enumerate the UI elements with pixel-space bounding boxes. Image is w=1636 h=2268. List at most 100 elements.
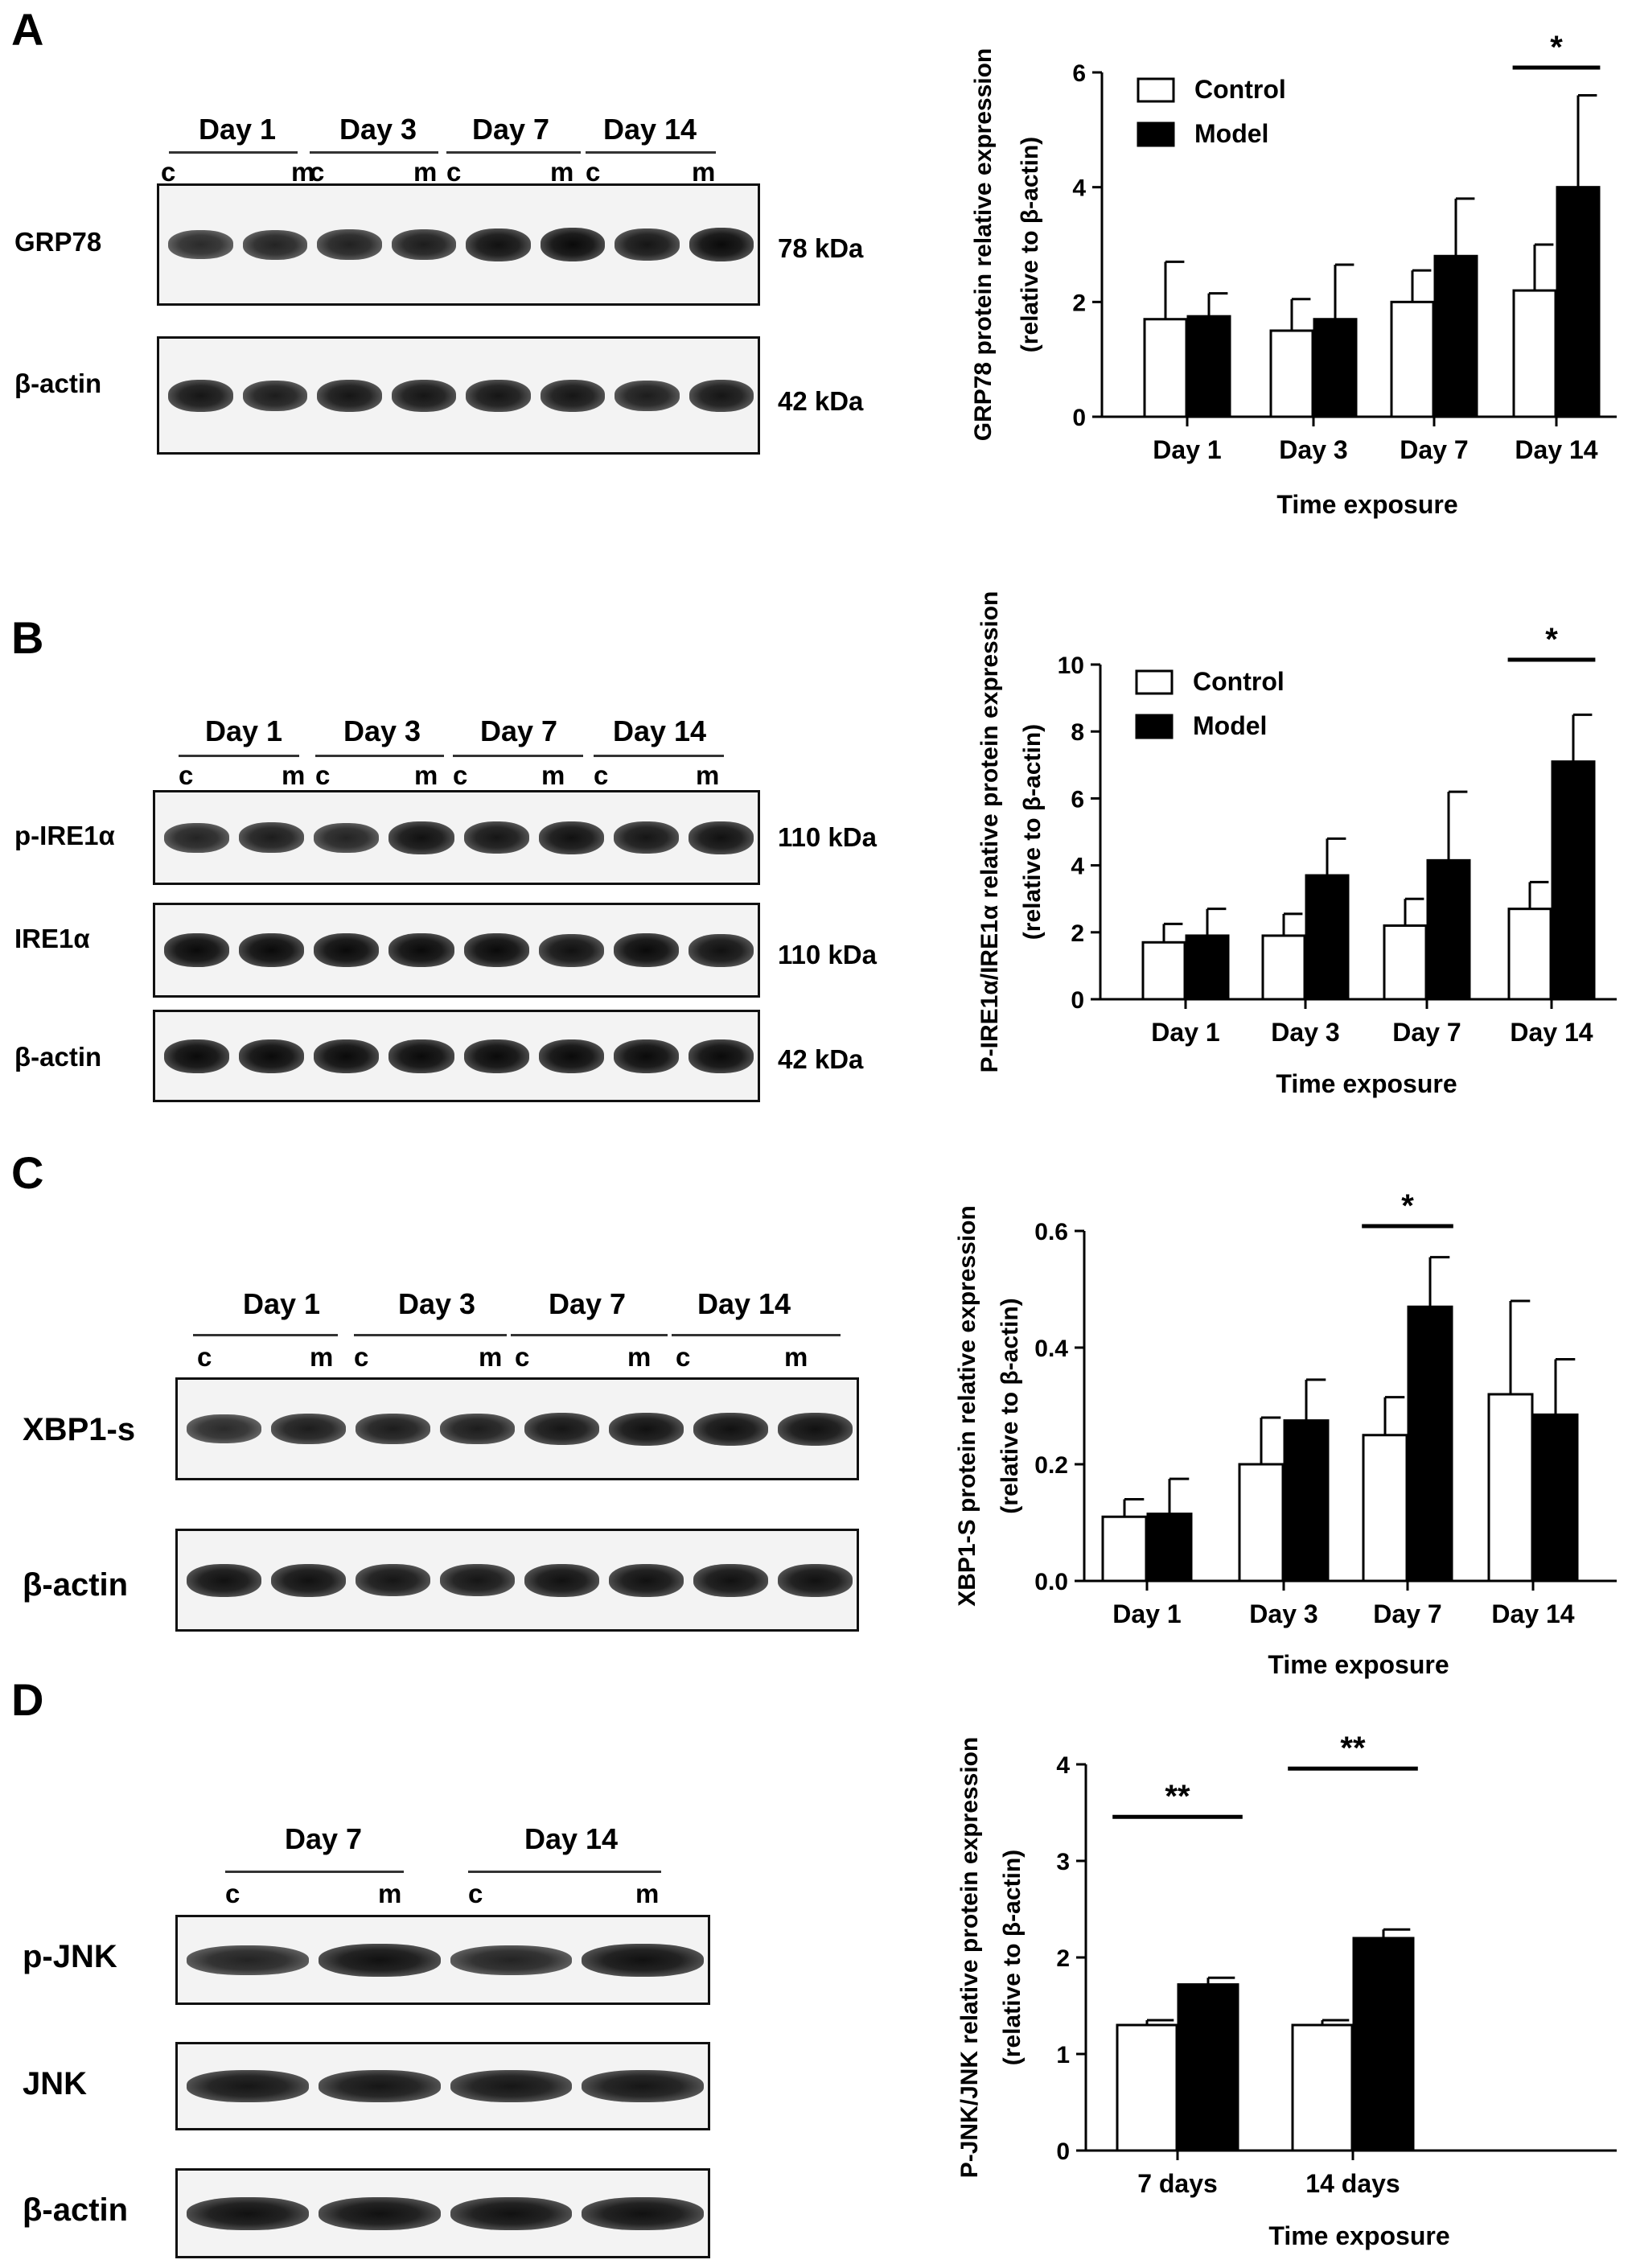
model-bar [1532,1413,1579,1583]
day-underline [225,1871,404,1873]
significance-marker: * [1401,1188,1414,1224]
molecular-weight-label: 42 kDa [778,1044,864,1074]
molecular-weight-label: 42 kDa [778,386,864,416]
day-underline [672,1334,841,1336]
protein-band [239,1039,305,1073]
panel-letter-a: A [11,4,44,55]
model-bar [1186,315,1231,418]
model-lane-label: m [696,760,720,790]
legend-label: Control [1193,667,1285,696]
protein-band [613,1039,679,1073]
control-lane-label: c [354,1342,369,1372]
x-axis-label: Time exposure [1276,490,1457,519]
legend-label: Model [1194,119,1268,148]
protein-band [318,2070,441,2102]
protein-band [164,933,230,967]
blot-membrane [153,790,760,885]
model-lane-label: m [541,760,565,790]
day-underline [354,1334,507,1336]
protein-band [164,822,230,853]
protein-band [613,821,679,854]
molecular-weight-label: 78 kDa [778,233,864,263]
legend-swatch [1135,714,1174,739]
protein-band [582,2196,704,2230]
model-lane-label: m [378,1879,402,1908]
model-lane-label: m [784,1342,808,1372]
significance-marker: ** [1165,1779,1190,1814]
protein-band [693,1563,768,1597]
protein-band [615,380,680,411]
y-axis-label: P-JNK/JNK relative protein expression [956,1737,983,2179]
day-label: Day 7 [284,1822,363,1855]
model-bar [1283,1419,1330,1583]
x-axis-label: Time exposure [1268,1650,1449,1679]
x-tick-label: Day 3 [1271,1018,1339,1047]
control-bar [1141,941,1186,1001]
protein-band [688,1039,754,1073]
protein-band [524,1413,599,1445]
x-tick-label: Day 1 [1153,435,1221,464]
day-label: Day 7 [548,1287,627,1320]
x-tick-label: Day 1 [1151,1018,1219,1047]
protein-band [778,1563,853,1597]
control-bar [1487,1393,1534,1583]
blot-protein-label: GRP78 [14,227,102,257]
control-lane-label: c [594,760,609,790]
model-lane-label: m [550,157,574,187]
y-axis-label-secondary: (relative to β-actin) [1017,137,1043,352]
model-bar [1305,874,1350,1001]
protein-band [582,1943,704,1977]
control-bar [1261,934,1306,1001]
y-axis-label-secondary: (relative to β-actin) [1019,724,1046,940]
day-underline [310,151,438,154]
control-lane-label: c [586,157,601,187]
control-bar [1269,329,1314,418]
protein-band [239,933,305,967]
control-lane-label: c [446,157,462,187]
panel-letter-d: D [11,1674,44,1725]
day-label: Day 3 [339,113,417,146]
protein-band [271,1414,346,1444]
blot-protein-label: β-actin [23,2192,129,2228]
protein-band [688,821,754,854]
significance-marker: * [1545,622,1558,657]
y-tick-label: 4 [1071,854,1084,880]
model-lane-label: m [635,1879,660,1908]
blot-protein-label: β-actin [23,1567,129,1603]
protein-band [242,229,307,260]
day-underline [586,151,716,154]
control-bar [1116,2023,1178,2152]
protein-band [609,1412,684,1446]
significance-marker: * [1550,30,1563,65]
day-label: Day 1 [242,1287,321,1320]
protein-band [538,933,604,967]
blot-protein-label: XBP1-s [23,1412,136,1447]
y-tick-label: 0.2 [1034,1452,1068,1479]
control-lane-label: c [161,157,176,187]
y-tick-label: 6 [1072,60,1086,87]
protein-band [168,379,233,412]
day-label: Day 14 [697,1287,791,1320]
model-lane-label: m [291,157,315,187]
model-bar [1352,1937,1415,2152]
legend-swatch [1137,77,1175,103]
x-tick-label: Day 1 [1112,1599,1181,1628]
blot-membrane [175,1915,710,2005]
day-underline [594,755,724,757]
x-tick-label: Day 14 [1510,1018,1593,1047]
protein-band [164,1039,230,1073]
model-bar [1177,1983,1239,2152]
control-lane-label: c [676,1342,691,1372]
protein-band [689,228,754,261]
y-tick-label: 0.0 [1034,1569,1068,1595]
day-underline [179,755,299,757]
legend-swatch [1137,121,1175,147]
blot-membrane [175,1377,859,1480]
blot-protein-label: p-JNK [23,1939,117,1974]
blot-protein-label: IRE1α [14,924,90,953]
y-axis-label-secondary: (relative to β-actin) [997,1298,1023,1513]
control-lane-label: c [197,1342,212,1372]
blot-membrane [175,2042,710,2130]
protein-band [187,1945,309,1975]
day-label: Day 1 [204,714,283,747]
